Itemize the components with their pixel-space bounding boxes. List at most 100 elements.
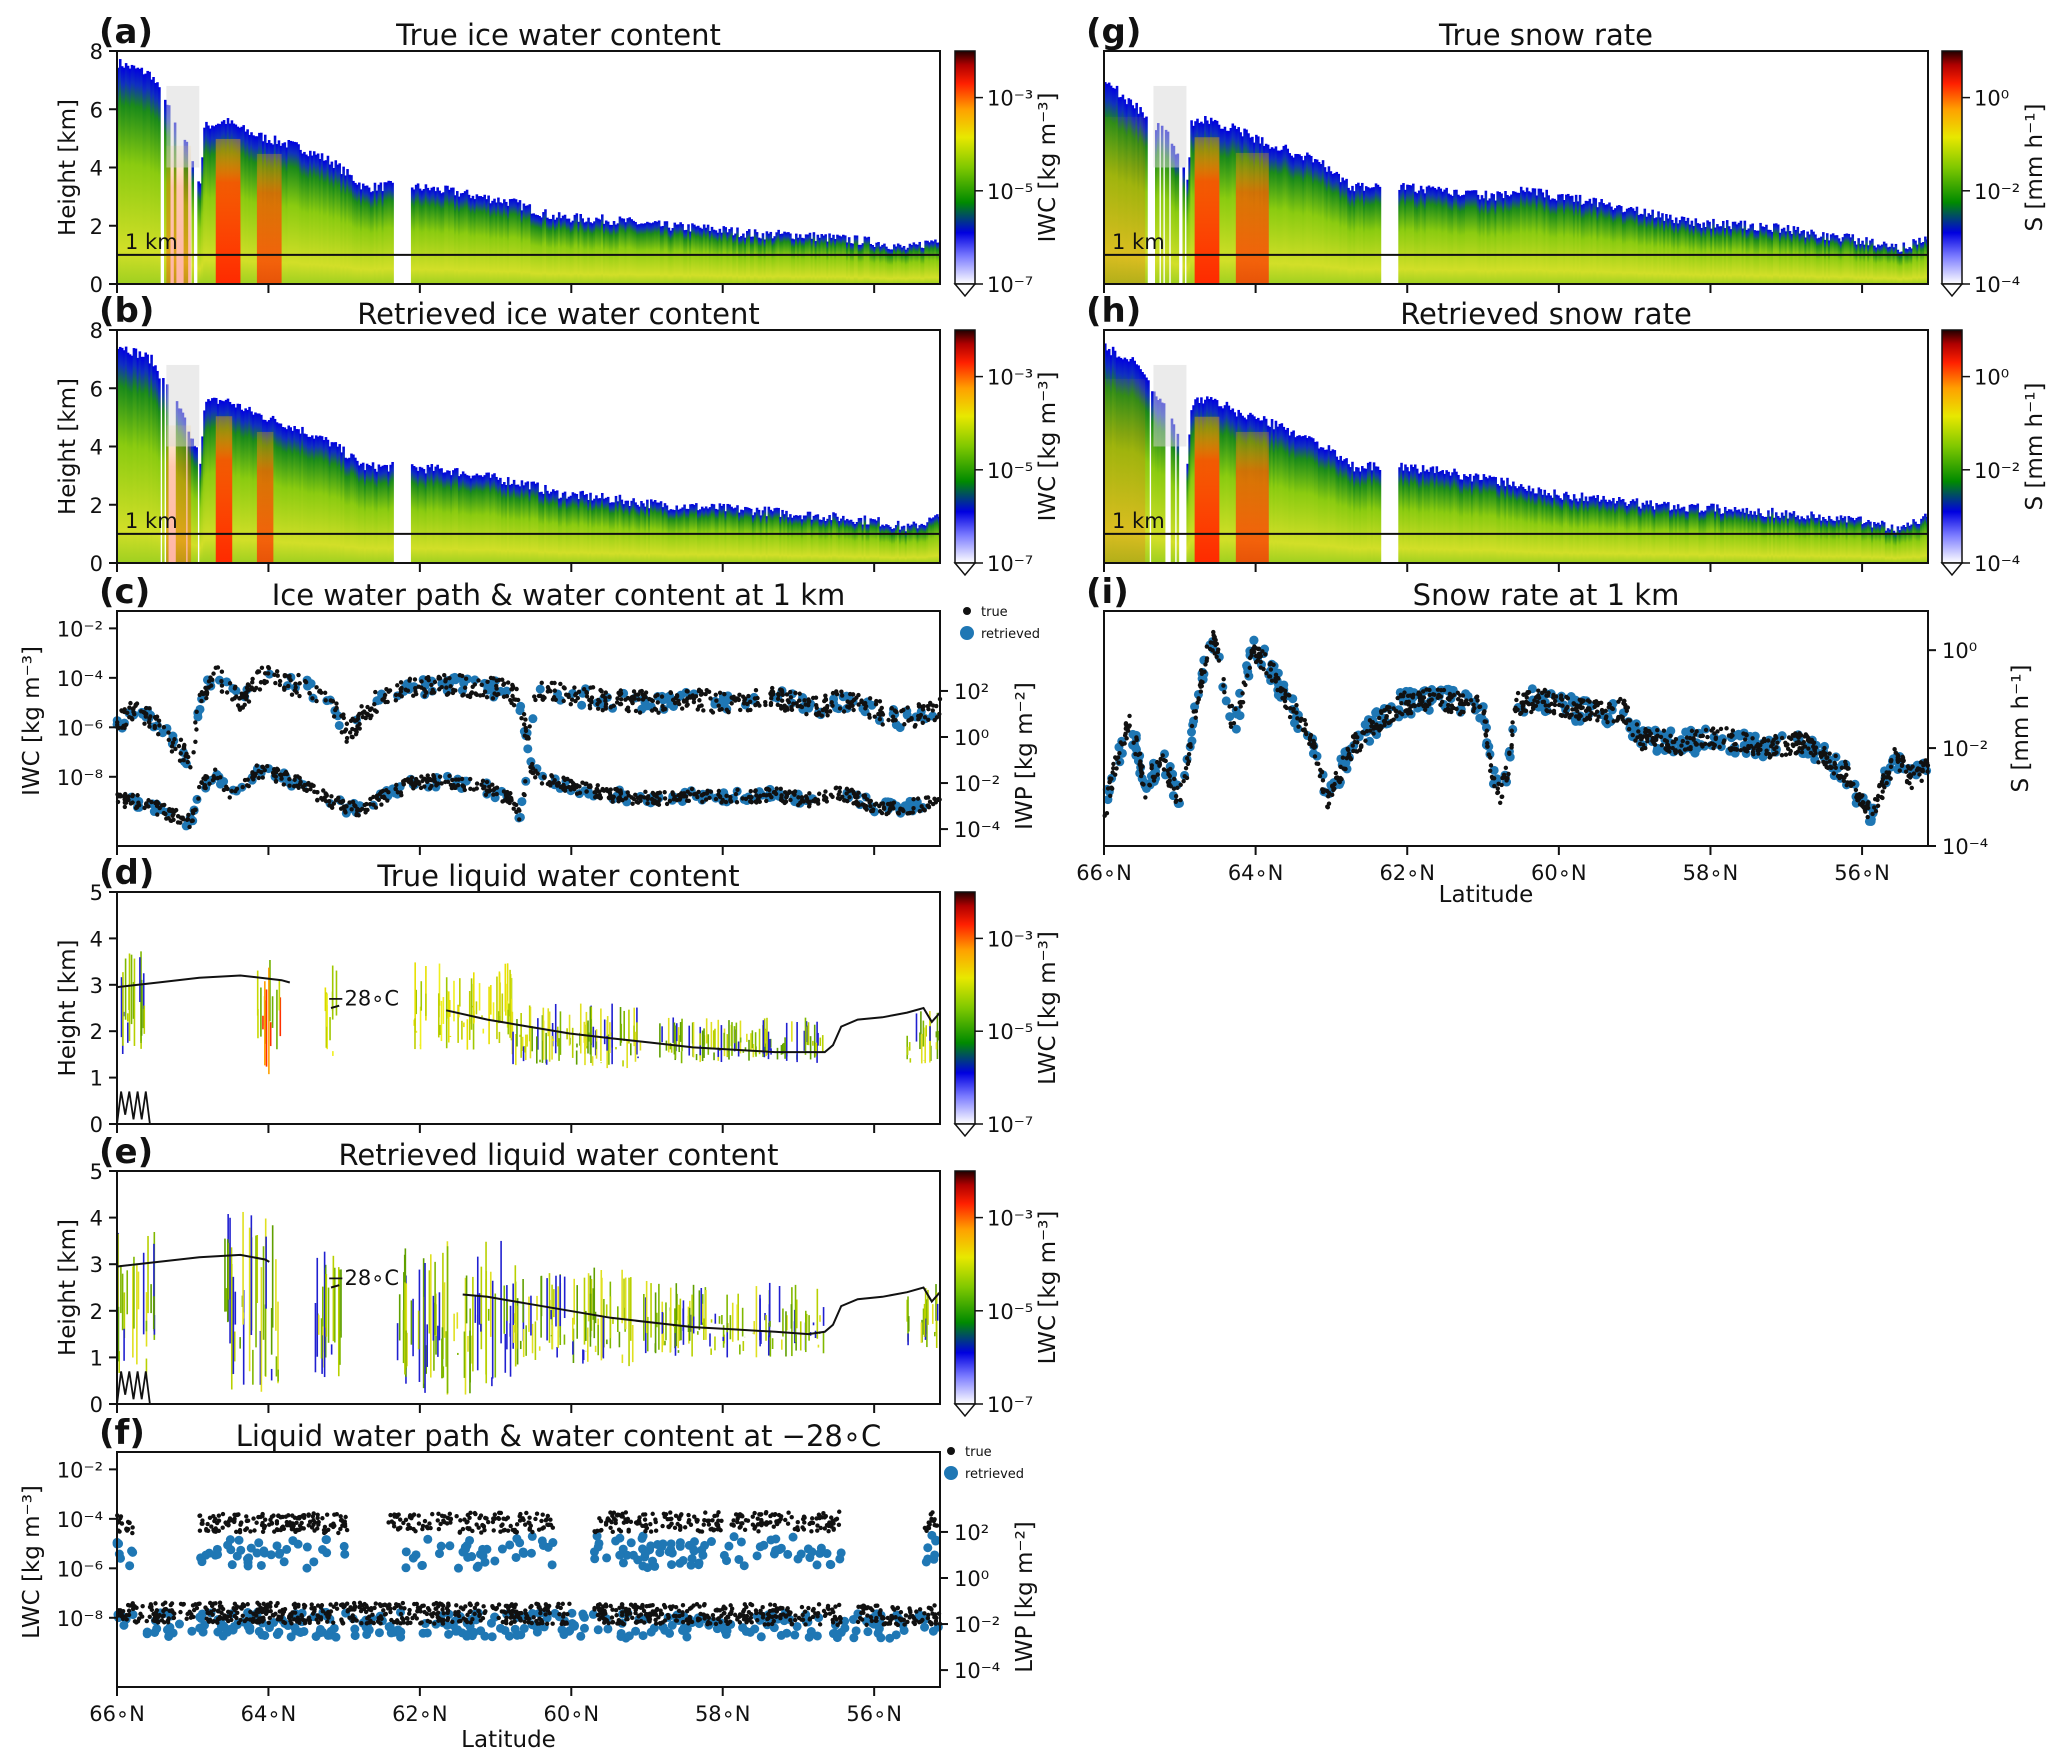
heatmap-column bbox=[516, 484, 520, 563]
true-point bbox=[561, 775, 566, 780]
heatmap-column bbox=[436, 464, 439, 563]
heatmap-column bbox=[924, 525, 927, 563]
heatmap-column bbox=[455, 468, 459, 563]
true-point bbox=[785, 1521, 791, 1526]
heatmap-column bbox=[289, 427, 292, 563]
true-point bbox=[274, 1527, 280, 1532]
heatmap-column bbox=[663, 221, 667, 284]
true-point bbox=[144, 711, 149, 717]
heatmap-column bbox=[571, 220, 575, 284]
true-point bbox=[677, 1527, 683, 1532]
retrieved-point bbox=[615, 1533, 625, 1543]
colorbar-extend-low bbox=[953, 562, 977, 577]
true-point bbox=[416, 1513, 421, 1518]
true-point bbox=[444, 685, 449, 690]
heatmap-column bbox=[604, 220, 608, 284]
heatmap-column bbox=[293, 141, 296, 284]
true-point bbox=[851, 707, 856, 713]
true-point bbox=[531, 1615, 536, 1620]
heatmap-column bbox=[352, 180, 355, 284]
true-point bbox=[435, 781, 441, 786]
true-point bbox=[633, 708, 639, 714]
true-point bbox=[469, 690, 475, 695]
true-point bbox=[528, 769, 533, 774]
true-point bbox=[783, 799, 789, 804]
heatmap-column bbox=[244, 408, 247, 563]
true-point bbox=[655, 700, 660, 705]
heatmap-column bbox=[546, 490, 549, 563]
heatmap-core bbox=[256, 431, 274, 563]
true-point bbox=[245, 1602, 250, 1607]
heatmap-column bbox=[236, 403, 240, 563]
true-point bbox=[496, 1615, 501, 1621]
true-point bbox=[373, 1601, 378, 1606]
true-point bbox=[211, 773, 216, 779]
true-point bbox=[847, 795, 852, 800]
true-point bbox=[662, 790, 667, 795]
heatmap-column bbox=[669, 509, 673, 563]
panel-retrieved-liquid-water-content: (e) Retrieved liquid water content−28∘C01… bbox=[55, 1132, 1061, 1418]
true-point bbox=[872, 714, 877, 719]
true-point bbox=[126, 1526, 131, 1532]
heatmap-column bbox=[134, 348, 138, 563]
true-point bbox=[311, 1522, 316, 1527]
heatmap-column bbox=[569, 495, 573, 563]
retrieved-point bbox=[478, 1551, 488, 1561]
y-axis-label: IWC [kg m⁻³] bbox=[19, 646, 45, 796]
y-tick-label: 1 bbox=[90, 1346, 103, 1370]
retrieved-point bbox=[593, 1625, 603, 1635]
true-point bbox=[550, 1525, 556, 1530]
true-point bbox=[331, 1521, 336, 1526]
true-point bbox=[244, 696, 249, 702]
true-point bbox=[756, 1529, 761, 1534]
true-point bbox=[199, 780, 204, 785]
true-point bbox=[655, 801, 660, 807]
true-point bbox=[757, 799, 762, 804]
true-point bbox=[745, 708, 751, 713]
heatmap-column bbox=[834, 513, 837, 563]
heatmap-column bbox=[273, 418, 277, 563]
heatmap-column bbox=[193, 445, 196, 563]
true-point bbox=[793, 690, 798, 696]
true-point bbox=[651, 791, 656, 797]
retrieved-point bbox=[616, 1628, 626, 1638]
retrieved-point bbox=[849, 1633, 859, 1643]
true-point bbox=[607, 694, 612, 700]
heatmap-column bbox=[305, 434, 308, 563]
retrieved-point bbox=[675, 1541, 685, 1551]
true-point bbox=[737, 1525, 742, 1530]
true-point bbox=[354, 812, 359, 818]
heatmap-column bbox=[473, 475, 477, 563]
true-point bbox=[706, 1518, 712, 1523]
heatmap-column bbox=[377, 184, 381, 284]
heatmap-column bbox=[781, 509, 784, 563]
heatmap-column bbox=[158, 87, 161, 285]
heatmap-column bbox=[867, 236, 871, 284]
heatmap-column bbox=[853, 235, 857, 284]
true-point bbox=[875, 1603, 880, 1608]
true-point bbox=[890, 804, 895, 809]
true-point bbox=[427, 1521, 432, 1526]
heatmap-column bbox=[902, 525, 906, 563]
true-point bbox=[383, 1611, 389, 1617]
heatmap-column bbox=[512, 198, 516, 284]
heatmap-column bbox=[303, 151, 306, 284]
panel-title: True ice water content bbox=[395, 18, 721, 52]
heatmap-column bbox=[485, 472, 488, 563]
heatmap-column bbox=[128, 68, 132, 284]
true-point bbox=[514, 802, 519, 808]
true-point bbox=[416, 684, 421, 689]
true-point bbox=[274, 669, 280, 674]
retrieved-point bbox=[698, 1550, 708, 1560]
true-point bbox=[630, 801, 635, 806]
true-point bbox=[347, 730, 353, 735]
true-point bbox=[297, 693, 302, 699]
true-point bbox=[618, 791, 624, 796]
true-point bbox=[856, 702, 861, 707]
heatmap-column bbox=[418, 188, 422, 284]
heatmap-column bbox=[906, 247, 910, 284]
true-point bbox=[881, 806, 887, 811]
true-point bbox=[884, 811, 889, 817]
true-point bbox=[655, 692, 660, 698]
true-point bbox=[461, 1606, 466, 1612]
